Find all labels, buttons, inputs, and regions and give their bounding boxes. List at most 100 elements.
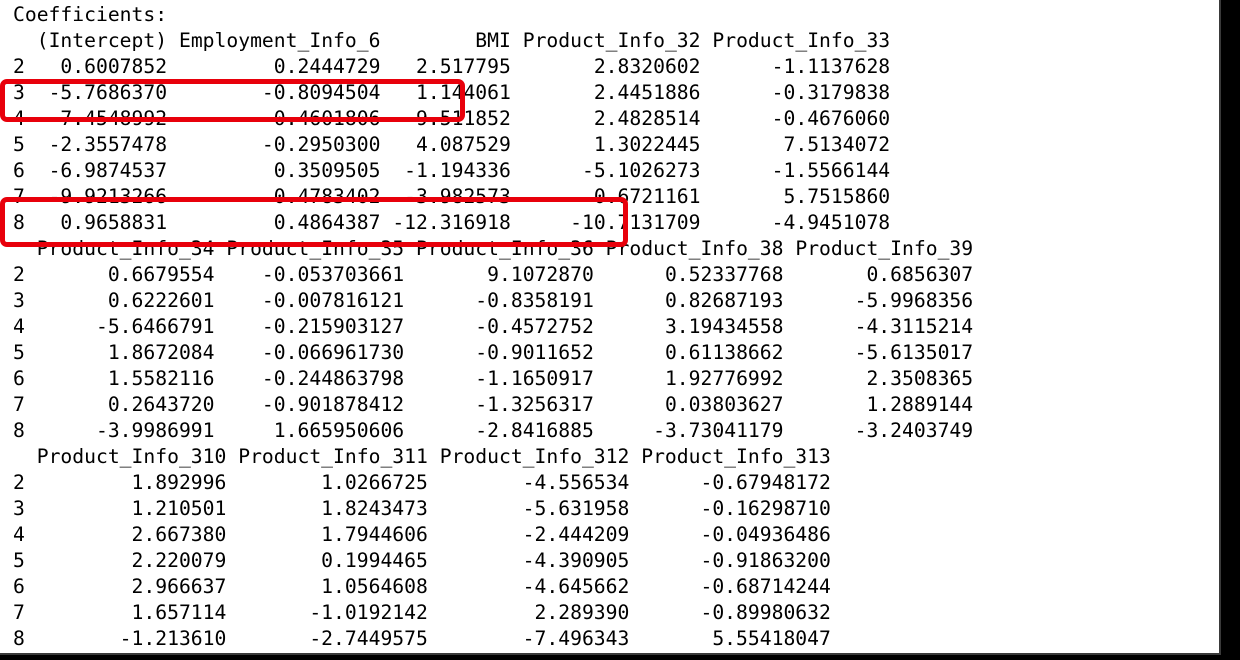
table-row: 3 -5.7686370 -0.8094504 1.144061 2.44518…	[13, 80, 973, 106]
coefficient-value: -1.3256317	[404, 393, 594, 416]
column-header: Product_Info_39	[783, 237, 974, 260]
row-name: 7	[13, 185, 25, 208]
coefficient-value: 1.3022445	[510, 133, 701, 156]
row-name: 5	[13, 549, 25, 572]
row-name: 4	[13, 523, 25, 546]
coefficient-value: -2.7449575	[226, 627, 428, 650]
table-row: 4 2.667380 1.7944606 -2.444209 -0.049364…	[13, 522, 973, 548]
coefficients-heading: Coefficients:	[13, 3, 168, 26]
table-row: 5 1.8672084 -0.066961730 -0.9011652 0.61…	[13, 340, 973, 366]
coefficient-value: 2.220079	[24, 549, 227, 572]
coefficient-value: 0.6721161	[510, 185, 701, 208]
coefficient-value: -5.1026273	[510, 159, 701, 182]
coefficient-value: 5.7515860	[700, 185, 891, 208]
coefficient-value: -0.066961730	[214, 341, 405, 364]
table-row: 8 -1.213610 -2.7449575 -7.496343 5.55418…	[13, 626, 973, 652]
coefficient-value: 2.3508365	[783, 367, 974, 390]
table-row: 8 -3.9986991 1.665950606 -2.8416885 -3.7…	[13, 418, 973, 444]
coefficient-value: -2.8416885	[404, 419, 594, 442]
coefficient-value: -4.3115214	[783, 315, 974, 338]
coefficient-value: -1.5566144	[700, 159, 891, 182]
coefficient-value: 1.2889144	[783, 393, 974, 416]
coefficient-value: -0.9011652	[404, 341, 594, 364]
coefficient-value: -9.9213266	[24, 185, 168, 208]
coefficient-value: -5.9968356	[783, 289, 974, 312]
row-name-spacer	[13, 237, 25, 260]
table-row: 2 0.6679554 -0.053703661 9.1072870 0.523…	[13, 262, 973, 288]
coefficients-printout: Coefficients: (Intercept) Employment_Inf…	[13, 2, 973, 652]
coefficient-value: -1.0192142	[226, 601, 428, 624]
coefficient-value: 1.210501	[24, 497, 227, 520]
coefficient-value: -0.67948172	[629, 471, 831, 494]
column-header: Product_Info_313	[629, 445, 831, 468]
coefficient-value: -3.73041179	[593, 419, 784, 442]
row-name: 4	[13, 315, 25, 338]
coefficient-value: 2.966637	[24, 575, 227, 598]
coefficient-value: -0.901878412	[214, 393, 405, 416]
row-name: 5	[13, 341, 25, 364]
coefficient-table-blocks: (Intercept) Employment_Info_6 BMI Produc…	[13, 28, 973, 652]
coefficient-value: 0.9658831	[24, 211, 168, 234]
coefficient-value: 0.6856307	[783, 263, 974, 286]
coefficient-value: 2.4828514	[510, 107, 701, 130]
coefficient-value: -0.04936486	[629, 523, 831, 546]
column-header: Product_Info_36	[404, 237, 594, 260]
table-row: 6 1.5582116 -0.244863798 -1.1650917 1.92…	[13, 366, 973, 392]
coefficient-value: 3.19434558	[593, 315, 784, 338]
row-name: 4	[13, 107, 25, 130]
coefficient-value: 1.665950606	[214, 419, 405, 442]
column-header: Employment_Info_6	[167, 29, 381, 52]
coefficient-value: 1.92776992	[593, 367, 784, 390]
coefficient-value: -1.194336	[380, 159, 511, 182]
coefficient-value: -1.1137628	[700, 55, 891, 78]
coefficient-value: -7.496343	[427, 627, 630, 650]
coefficient-value: 1.144061	[380, 81, 511, 104]
coefficient-value: 1.0564608	[226, 575, 428, 598]
coefficient-value: -5.631958	[427, 497, 630, 520]
table-header-row: Product_Info_310 Product_Info_311 Produc…	[13, 444, 973, 470]
coefficient-value: 1.892996	[24, 471, 227, 494]
coefficient-value: 1.8672084	[24, 341, 215, 364]
coefficient-value: 9.1072870	[404, 263, 594, 286]
coefficient-value: -4.556534	[427, 471, 630, 494]
coefficient-value: -0.053703661	[214, 263, 405, 286]
coefficient-value: -3.982573	[380, 185, 511, 208]
table-row: 6 2.966637 1.0564608 -4.645662 -0.687142…	[13, 574, 973, 600]
table-row: 3 1.210501 1.8243473 -5.631958 -0.162987…	[13, 496, 973, 522]
column-header: BMI	[380, 29, 511, 52]
coefficient-value: -0.89980632	[629, 601, 831, 624]
coefficient-value: 0.6007852	[24, 55, 168, 78]
table-row: 2 0.6007852 0.2444729 2.517795 2.8320602…	[13, 54, 973, 80]
row-name: 2	[13, 263, 25, 286]
coefficient-value: 0.52337768	[593, 263, 784, 286]
column-header: Product_Info_312	[427, 445, 630, 468]
row-name-spacer	[13, 445, 25, 468]
table-row: 5 -2.3557478 -0.2950300 4.087529 1.30224…	[13, 132, 973, 158]
column-header: Product_Info_38	[593, 237, 784, 260]
table-row: 5 2.220079 0.1994465 -4.390905 -0.918632…	[13, 548, 973, 574]
table-row: 6 -6.9874537 0.3509505 -1.194336 -5.1026…	[13, 158, 973, 184]
row-name: 7	[13, 393, 25, 416]
coefficient-value: 1.0266725	[226, 471, 428, 494]
row-name: 2	[13, 471, 25, 494]
coefficient-value: -0.3179838	[700, 81, 891, 104]
coefficient-value: 0.4864387	[167, 211, 381, 234]
coefficient-value: -12.316918	[380, 211, 511, 234]
row-name-spacer	[13, 29, 25, 52]
coefficient-value: -0.8094504	[167, 81, 381, 104]
row-name: 6	[13, 367, 25, 390]
coefficient-value: 2.289390	[427, 601, 630, 624]
coefficient-value: -0.68714244	[629, 575, 831, 598]
coefficient-value: 1.657114	[24, 601, 227, 624]
coefficient-value: -10.7131709	[510, 211, 701, 234]
coefficient-value: 0.1994465	[226, 549, 428, 572]
table-row: 7 -9.9213266 0.4783402 -3.982573 0.67211…	[13, 184, 973, 210]
coefficient-value: 2.517795	[380, 55, 511, 78]
coefficient-value: -7.4548992	[24, 107, 168, 130]
coefficient-value: 0.6679554	[24, 263, 215, 286]
table-row: 7 0.2643720 -0.901878412 -1.3256317 0.03…	[13, 392, 973, 418]
coefficient-value: -6.9874537	[24, 159, 168, 182]
coefficient-value: -0.4601806	[167, 107, 381, 130]
coefficient-value: -0.007816121	[214, 289, 405, 312]
column-header: (Intercept)	[24, 29, 168, 52]
